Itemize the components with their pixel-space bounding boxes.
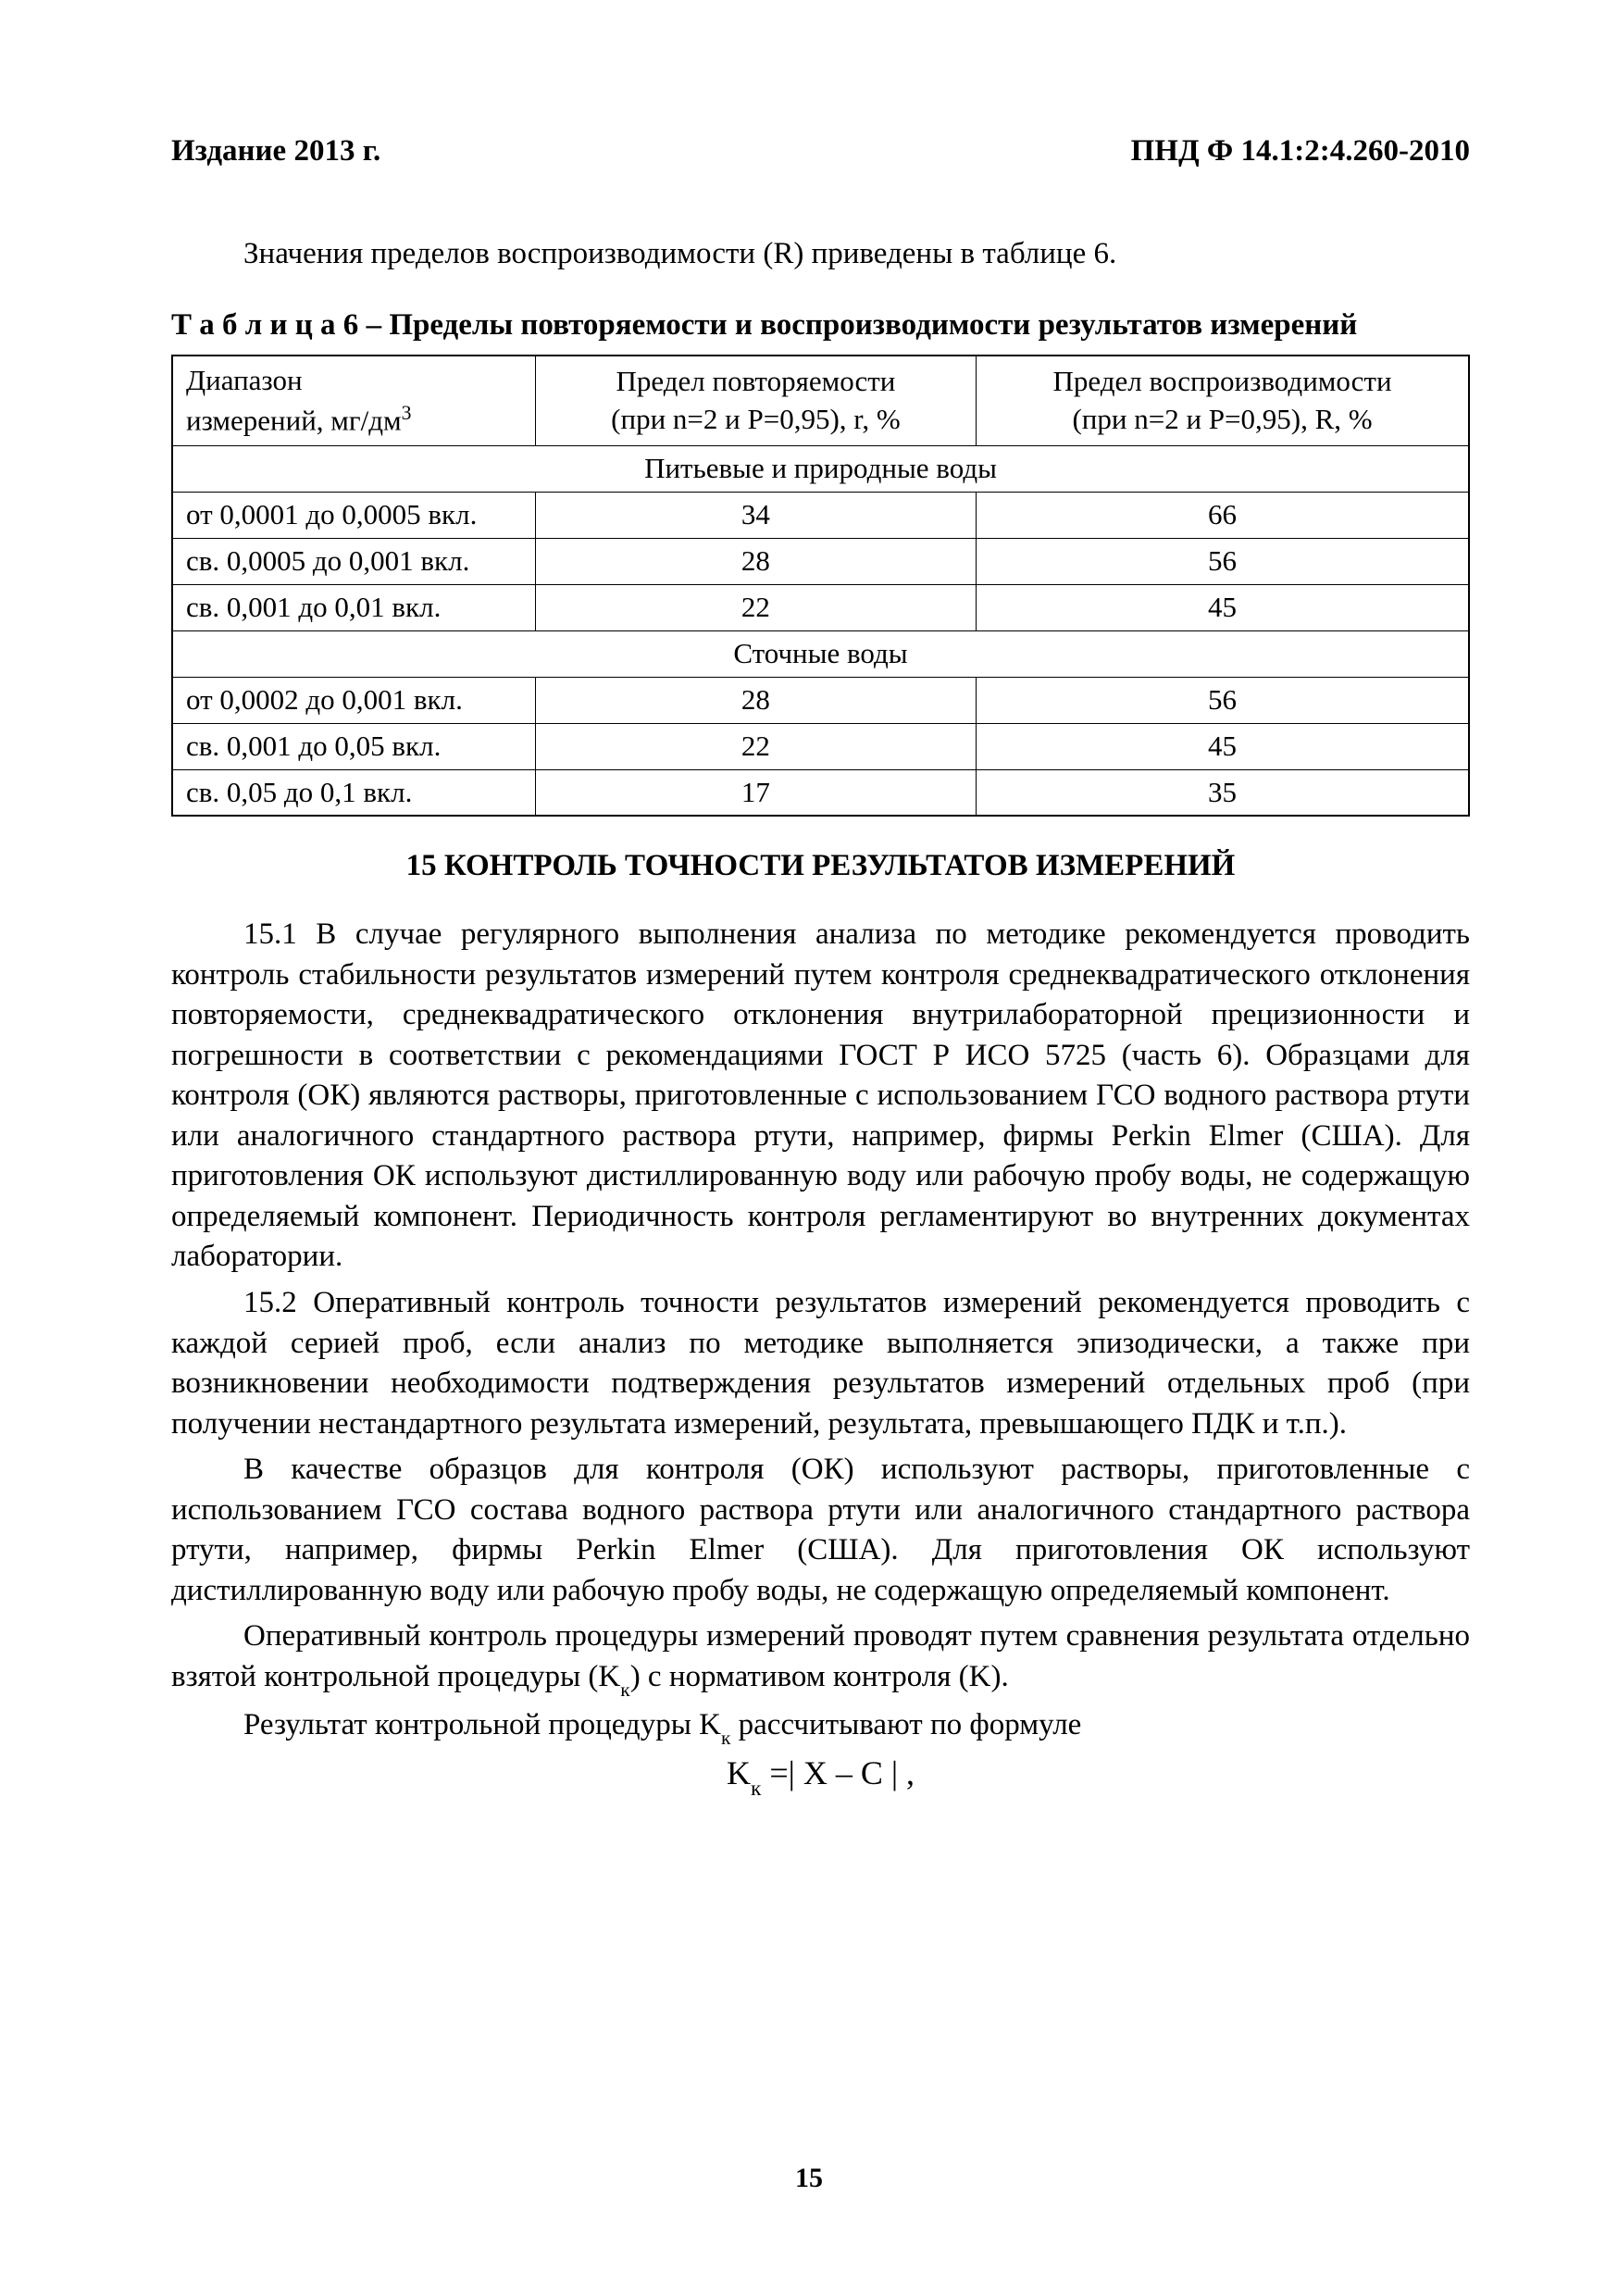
section1-row: Питьевые и природные воды <box>172 446 1469 493</box>
cell-r: 22 <box>535 723 976 769</box>
cell-rr: 66 <box>977 493 1469 539</box>
cell-range: св. 0,001 до 0,01 вкл. <box>172 584 535 630</box>
cell-rr: 56 <box>977 539 1469 585</box>
section1-label: Питьевые и природные воды <box>172 446 1469 493</box>
cell-r: 28 <box>535 677 976 723</box>
limits-table: Диапазон измерений, мг/дм3 Предел повтор… <box>171 355 1470 817</box>
header-docnum: ПНД Ф 14.1:2:4.260-2010 <box>1131 134 1470 168</box>
table-caption: Т а б л и ц а 6 – Пределы повторяемости … <box>171 306 1470 346</box>
cell-range: от 0,0002 до 0,001 вкл. <box>172 677 535 723</box>
para-15-2d-sub: к <box>721 1727 730 1749</box>
table-caption-prefix: Т а б л и ц а 6 <box>171 308 358 342</box>
table-row: св. 0,05 до 0,1 вкл. 17 35 <box>172 769 1469 816</box>
cell-range: св. 0,05 до 0,1 вкл. <box>172 769 535 816</box>
page: Издание 2013 г. ПНД Ф 14.1:2:4.260-2010 … <box>0 0 1618 2296</box>
cell-range: св. 0,001 до 0,05 вкл. <box>172 723 535 769</box>
cell-r: 17 <box>535 769 976 816</box>
page-number: 15 <box>0 2163 1618 2194</box>
th-reprod-l1: Предел воспроизводимости <box>984 363 1461 401</box>
para-15-2d-pre: Результат контрольной процедуры K <box>243 1708 721 1741</box>
para-15-1: 15.1 В случае регулярного выполнения ана… <box>171 915 1470 1278</box>
table-row: от 0,0002 до 0,001 вкл. 28 56 <box>172 677 1469 723</box>
section2-label: Сточные воды <box>172 630 1469 677</box>
para-15-2c-sub: к <box>620 1678 629 1701</box>
cell-r: 28 <box>535 539 976 585</box>
cell-range: св. 0,0005 до 0,001 вкл. <box>172 539 535 585</box>
th-repeat: Предел повторяемости (при n=2 и P=0,95),… <box>535 356 976 446</box>
para-15-2d: Результат контрольной процедуры Kк рассч… <box>171 1705 1470 1748</box>
intro-text: Значения пределов воспроизводимости (R) … <box>171 234 1470 275</box>
para-15-2b: В качестве образцов для контроля (ОК) ис… <box>171 1450 1470 1611</box>
section-15-heading: 15 КОНТРОЛЬ ТОЧНОСТИ РЕЗУЛЬТАТОВ ИЗМЕРЕН… <box>171 846 1470 887</box>
para-15-2a: 15.2 Оперативный контроль точности резул… <box>171 1283 1470 1444</box>
th-range-l2: измерений, мг/дм3 <box>186 400 528 440</box>
para-15-2c: Оперативный контроль процедуры измерений… <box>171 1616 1470 1699</box>
table-row: св. 0,001 до 0,01 вкл. 22 45 <box>172 584 1469 630</box>
cell-rr: 56 <box>977 677 1469 723</box>
th-range-l2-text: измерений, мг/дм <box>186 404 402 436</box>
table-row: от 0,0001 до 0,0005 вкл. 34 66 <box>172 493 1469 539</box>
th-reprod: Предел воспроизводимости (при n=2 и P=0,… <box>977 356 1469 446</box>
section2-row: Сточные воды <box>172 630 1469 677</box>
cell-r: 34 <box>535 493 976 539</box>
formula-lhs-sub: к <box>751 1777 761 1801</box>
cell-range: от 0,0001 до 0,0005 вкл. <box>172 493 535 539</box>
formula: Kк =| X – C | , <box>171 1752 1470 1800</box>
table-row: св. 0,001 до 0,05 вкл. 22 45 <box>172 723 1469 769</box>
th-range: Диапазон измерений, мг/дм3 <box>172 356 535 446</box>
header-edition: Издание 2013 г. <box>171 134 380 168</box>
table-header-row: Диапазон измерений, мг/дм3 Предел повтор… <box>172 356 1469 446</box>
table-row: св. 0,0005 до 0,001 вкл. 28 56 <box>172 539 1469 585</box>
th-range-l1: Диапазон <box>186 362 528 400</box>
formula-lhs: K <box>727 1754 751 1791</box>
formula-rhs: =| X – C | , <box>761 1754 915 1791</box>
cell-rr: 35 <box>977 769 1469 816</box>
para-15-2d-post: рассчитывают по формуле <box>730 1708 1081 1741</box>
th-reprod-l2: (при n=2 и P=0,95), R, % <box>984 401 1461 439</box>
th-repeat-l2: (при n=2 и P=0,95), r, % <box>543 401 968 439</box>
th-range-sup: 3 <box>402 402 412 424</box>
page-content: Значения пределов воспроизводимости (R) … <box>171 134 1470 1800</box>
cell-rr: 45 <box>977 584 1469 630</box>
cell-r: 22 <box>535 584 976 630</box>
th-repeat-l1: Предел повторяемости <box>543 363 968 401</box>
table-caption-rest: – Пределы повторяемости и воспроизводимо… <box>358 308 1357 342</box>
para-15-2c-post: ) с нормативом контроля (K). <box>630 1660 1009 1693</box>
cell-rr: 45 <box>977 723 1469 769</box>
